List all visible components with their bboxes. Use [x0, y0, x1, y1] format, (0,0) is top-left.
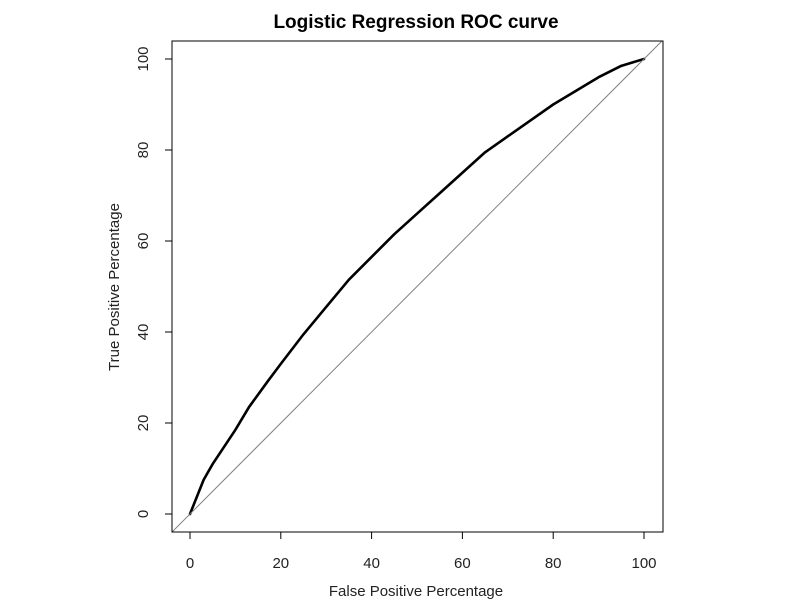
x-tick-label: 60 [454, 555, 471, 572]
reference-diagonal-line [172, 41, 663, 532]
x-axis-label: False Positive Percentage [329, 583, 503, 600]
y-tick-label: 20 [135, 415, 152, 432]
x-tick-label: 40 [363, 555, 380, 572]
x-tick-label: 80 [545, 555, 562, 572]
y-tick-label: 40 [135, 324, 152, 341]
plot-area [172, 41, 663, 532]
x-axis: 0 20 40 60 80 100 [186, 531, 657, 572]
chart-title: Logistic Regression ROC curve [273, 12, 558, 33]
x-tick-label: 0 [186, 555, 194, 572]
y-axis-label: True Positive Percentage [106, 203, 123, 371]
x-tick-label: 100 [631, 555, 656, 572]
y-tick-label: 80 [135, 142, 152, 159]
y-tick-label: 100 [135, 46, 152, 71]
y-tick-label: 0 [135, 510, 152, 518]
roc-curve-line [188, 57, 646, 516]
x-tick-label: 20 [272, 555, 289, 572]
y-tick-label: 60 [135, 233, 152, 250]
y-axis: 0 20 40 60 80 100 [135, 46, 173, 518]
